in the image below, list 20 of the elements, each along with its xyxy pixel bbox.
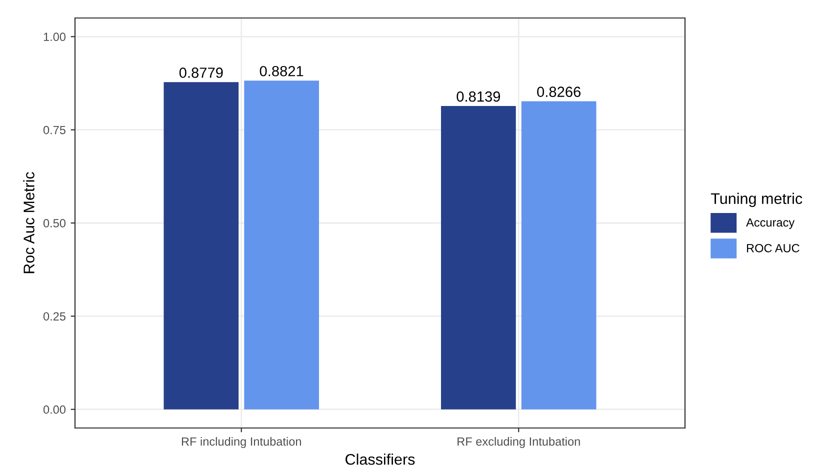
bar <box>244 80 319 410</box>
data-label: 0.8821 <box>260 66 304 76</box>
bar <box>164 82 239 410</box>
y-tick-label: 1.00 <box>44 32 66 42</box>
x-tick-label: RF including Intubation <box>182 437 301 448</box>
y-tick-label: 0.25 <box>43 312 66 321</box>
data-label: 0.8779 <box>179 68 223 78</box>
y-tick-label: 0.50 <box>43 219 66 228</box>
legend-title: Tuning metric <box>710 192 802 208</box>
legend-label: ROC AUC <box>747 244 800 252</box>
legend-label: Accuracy <box>746 218 795 229</box>
bar <box>521 101 596 410</box>
data-label: 0.8266 <box>537 86 581 97</box>
y-axis-title: Roc Auc Metric <box>23 172 34 274</box>
x-tick-label: RF excluding Intubation <box>458 437 580 448</box>
y-tick-label: 0.00 <box>43 405 66 414</box>
bar <box>441 106 516 410</box>
y-tick-label: 0.75 <box>43 126 66 134</box>
data-label: 0.8139 <box>456 91 500 102</box>
x-axis-title: Classifiers <box>346 454 415 465</box>
